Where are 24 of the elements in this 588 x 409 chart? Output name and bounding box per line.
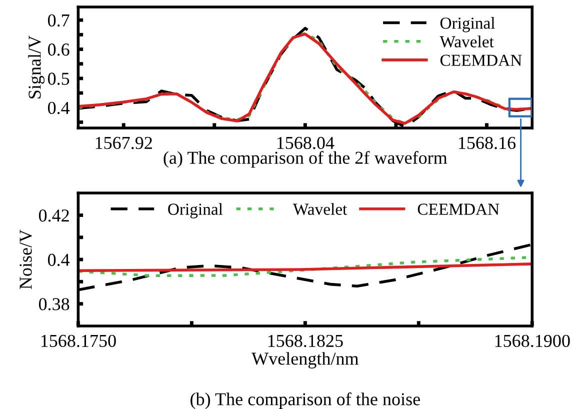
text: (a) The comparison of the 2f waveform xyxy=(164,151,448,168)
x-tick-label: 1568.1900 xyxy=(495,334,570,348)
y-axis-title: Noise/V xyxy=(20,230,32,290)
y-tick-label: 0.4 xyxy=(48,254,70,266)
x-tick-label: 1568.1750 xyxy=(41,334,116,348)
legend-label: Original xyxy=(440,17,495,32)
x-tick-label: 1567.92 xyxy=(96,136,152,150)
y-tick-label: 0.5 xyxy=(48,72,70,85)
y-tick-label: 0.7 xyxy=(48,14,70,27)
legend-label: CEEMDAN xyxy=(418,204,500,215)
legend-label: Wavelet xyxy=(292,203,348,215)
y-tick-label: 0.4 xyxy=(48,102,70,114)
x-tick-label: 1568.16 xyxy=(458,136,516,150)
legend-label: CEEMDAN xyxy=(440,54,522,66)
text: (b) The comparison of the noise xyxy=(190,392,420,409)
y-tick-label: 0.42 xyxy=(38,209,69,222)
x-axis-title: Wvelength/nm xyxy=(252,352,359,368)
x-tick-label: 1568.1825 xyxy=(268,334,343,348)
x-tick-label: 1568.04 xyxy=(277,136,334,150)
y-tick-label: 0.6 xyxy=(48,44,70,56)
y-tick-label: 0.38 xyxy=(38,298,70,310)
legend-label: Wavelet xyxy=(440,36,494,48)
y-axis-title: Signal/V xyxy=(28,36,45,98)
legend-label: Original xyxy=(168,203,223,218)
